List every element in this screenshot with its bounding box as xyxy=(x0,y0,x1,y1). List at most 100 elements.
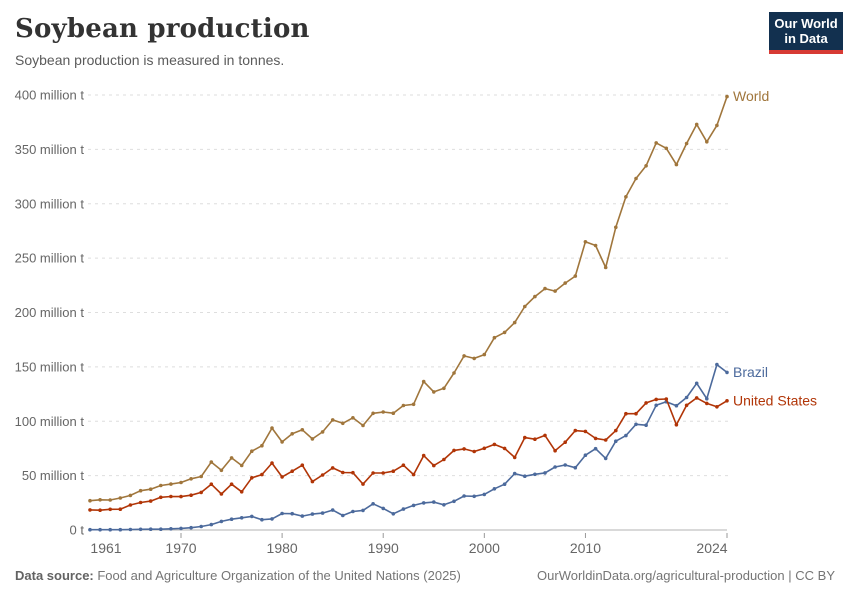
series-point-brazil[interactable] xyxy=(512,471,517,476)
series-point-united-states[interactable] xyxy=(341,470,345,475)
series-point-brazil[interactable] xyxy=(492,487,497,491)
series-line-brazil[interactable] xyxy=(89,363,728,531)
series-point-united-states[interactable] xyxy=(290,469,295,474)
series-point-united-states[interactable] xyxy=(280,475,284,479)
series-point-brazil[interactable] xyxy=(108,527,112,532)
series-point-brazil[interactable] xyxy=(229,517,234,521)
series-point-united-states[interactable] xyxy=(614,428,618,433)
series-point-united-states[interactable] xyxy=(330,466,335,470)
series-point-united-states[interactable] xyxy=(411,472,416,477)
series-label-world[interactable]: World xyxy=(733,88,769,104)
series-point-world[interactable] xyxy=(462,354,466,358)
series-point-brazil[interactable] xyxy=(603,456,608,461)
series-point-united-states[interactable] xyxy=(401,463,406,468)
series-point-world[interactable] xyxy=(543,286,547,291)
series-label-brazil[interactable]: Brazil xyxy=(733,364,768,380)
series-point-world[interactable] xyxy=(644,164,648,168)
series-point-world[interactable] xyxy=(108,498,112,502)
series-point-brazil[interactable] xyxy=(654,403,658,408)
series-point-brazil[interactable] xyxy=(371,502,375,506)
series-point-united-states[interactable] xyxy=(563,440,567,445)
owid-logo[interactable]: Our World in Data xyxy=(769,12,843,54)
series-point-brazil[interactable] xyxy=(563,463,567,467)
series-point-world[interactable] xyxy=(159,483,163,488)
series-point-world[interactable] xyxy=(381,410,386,414)
series-point-brazil[interactable] xyxy=(300,514,305,518)
series-line-world[interactable] xyxy=(89,95,728,502)
series-point-brazil[interactable] xyxy=(583,453,588,458)
series-point-brazil[interactable] xyxy=(209,522,214,527)
series-point-brazil[interactable] xyxy=(179,526,183,531)
series-point-brazil[interactable] xyxy=(593,446,598,451)
series-point-brazil[interactable] xyxy=(260,517,264,522)
series-point-united-states[interactable] xyxy=(705,401,709,406)
series-point-united-states[interactable] xyxy=(138,500,143,505)
series-point-united-states[interactable] xyxy=(260,472,264,477)
series-point-brazil[interactable] xyxy=(452,499,456,504)
series-point-united-states[interactable] xyxy=(371,471,375,475)
series-point-brazil[interactable] xyxy=(411,503,416,508)
series-point-brazil[interactable] xyxy=(553,465,557,469)
series-point-world[interactable] xyxy=(118,496,123,500)
series-point-world[interactable] xyxy=(674,162,679,167)
series-point-world[interactable] xyxy=(310,437,315,441)
series-point-united-states[interactable] xyxy=(108,507,112,512)
series-point-world[interactable] xyxy=(199,474,203,479)
series-point-brazil[interactable] xyxy=(533,472,537,477)
series-point-united-states[interactable] xyxy=(250,476,254,480)
series-point-world[interactable] xyxy=(330,418,335,422)
series-point-world[interactable] xyxy=(664,146,669,151)
series-point-brazil[interactable] xyxy=(684,395,689,400)
series-point-brazil[interactable] xyxy=(634,422,638,427)
series-point-brazil[interactable] xyxy=(624,433,628,438)
series-point-brazil[interactable] xyxy=(644,423,648,428)
series-point-united-states[interactable] xyxy=(169,494,173,499)
series-point-world[interactable] xyxy=(523,304,527,309)
series-point-world[interactable] xyxy=(239,463,244,468)
series-point-brazil[interactable] xyxy=(705,396,709,401)
series-point-world[interactable] xyxy=(705,140,709,144)
series-point-united-states[interactable] xyxy=(462,447,466,451)
series-point-brazil[interactable] xyxy=(148,527,153,531)
series-point-brazil[interactable] xyxy=(199,524,203,529)
series-point-united-states[interactable] xyxy=(533,437,537,442)
series-point-brazil[interactable] xyxy=(543,471,547,475)
series-point-world[interactable] xyxy=(553,289,557,293)
series-point-brazil[interactable] xyxy=(361,508,365,513)
series-point-united-states[interactable] xyxy=(715,405,719,409)
series-point-world[interactable] xyxy=(401,403,406,408)
series-point-brazil[interactable] xyxy=(442,503,446,507)
footer-url[interactable]: OurWorldinData.org/agricultural-producti… xyxy=(537,568,785,583)
series-point-world[interactable] xyxy=(482,352,487,357)
series-point-united-states[interactable] xyxy=(128,503,133,507)
series-point-brazil[interactable] xyxy=(614,439,618,444)
series-point-world[interactable] xyxy=(432,390,436,394)
series-point-united-states[interactable] xyxy=(603,438,608,442)
series-point-united-states[interactable] xyxy=(148,499,153,503)
series-point-united-states[interactable] xyxy=(492,442,497,447)
series-point-united-states[interactable] xyxy=(523,435,527,440)
series-point-brazil[interactable] xyxy=(98,527,102,532)
series-point-united-states[interactable] xyxy=(432,463,436,468)
series-point-world[interactable] xyxy=(715,123,719,128)
series-point-brazil[interactable] xyxy=(138,527,143,532)
series-point-brazil[interactable] xyxy=(381,506,386,511)
series-point-brazil[interactable] xyxy=(715,362,719,367)
series-point-world[interactable] xyxy=(624,195,628,199)
series-point-world[interactable] xyxy=(593,243,598,248)
series-point-world[interactable] xyxy=(138,488,143,493)
series-point-united-states[interactable] xyxy=(199,490,203,495)
series-point-brazil[interactable] xyxy=(330,508,335,512)
series-point-united-states[interactable] xyxy=(684,403,689,408)
series-point-world[interactable] xyxy=(229,456,234,460)
series-point-united-states[interactable] xyxy=(118,507,123,512)
series-point-united-states[interactable] xyxy=(573,428,578,433)
series-point-brazil[interactable] xyxy=(573,465,578,470)
series-point-world[interactable] xyxy=(411,402,416,407)
series-point-brazil[interactable] xyxy=(320,511,325,515)
series-point-united-states[interactable] xyxy=(472,449,477,454)
series-point-united-states[interactable] xyxy=(179,494,183,499)
series-point-united-states[interactable] xyxy=(553,448,557,453)
series-point-world[interactable] xyxy=(219,468,224,473)
series-point-united-states[interactable] xyxy=(543,433,547,438)
